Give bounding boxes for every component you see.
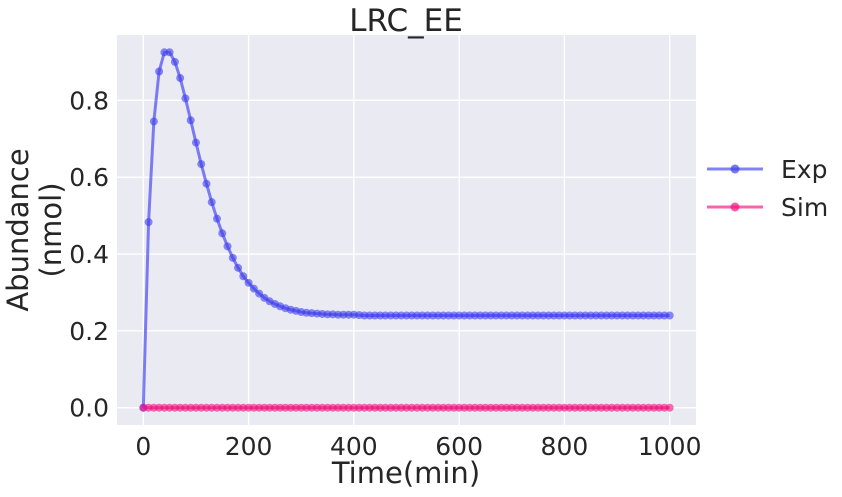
data-point <box>207 198 216 207</box>
x-tick-labels: 0 200 400 600 800 1000 <box>135 432 701 461</box>
legend-swatch-marker <box>730 202 740 212</box>
y-tick-labels: 0.0 0.2 0.4 0.6 0.8 <box>69 86 109 422</box>
legend-item-exp: Exp <box>707 155 827 184</box>
x-tick-label: 600 <box>435 432 483 461</box>
y-axis-label-line2: (nmol) <box>34 182 68 277</box>
y-tick-label: 0.2 <box>69 317 109 346</box>
data-point <box>665 311 674 320</box>
x-tick-label: 1000 <box>638 432 702 461</box>
data-point <box>165 48 174 57</box>
legend-label: Sim <box>781 193 828 222</box>
data-point <box>191 138 200 147</box>
data-point <box>234 263 243 272</box>
data-point <box>186 116 195 125</box>
chart-title: LRC_EE <box>349 3 463 39</box>
x-tick-label: 200 <box>225 432 273 461</box>
y-axis-label-line1: Abundance <box>1 148 35 311</box>
data-point <box>144 218 153 227</box>
legend-label: Exp <box>781 155 827 184</box>
data-point <box>239 272 248 281</box>
legend-swatch-marker <box>730 164 740 174</box>
plot-background <box>117 35 696 425</box>
x-tick-label: 0 <box>135 432 151 461</box>
data-point <box>181 94 190 103</box>
data-point <box>170 57 179 66</box>
data-point <box>228 253 237 262</box>
x-tick-label: 400 <box>330 432 378 461</box>
data-point <box>244 278 253 287</box>
data-point <box>223 242 232 251</box>
y-tick-label: 0.0 <box>69 394 109 423</box>
y-tick-label: 0.4 <box>69 240 109 269</box>
data-point <box>202 179 211 188</box>
legend: Exp Sim <box>707 155 828 222</box>
data-point <box>149 117 158 126</box>
data-point <box>197 160 206 169</box>
y-axis-label: Abundance (nmol) <box>1 148 68 311</box>
x-tick-label: 800 <box>541 432 589 461</box>
data-point <box>176 74 185 83</box>
data-point <box>665 403 674 412</box>
data-point <box>213 214 222 223</box>
data-point <box>249 284 258 293</box>
series-layer <box>139 48 674 412</box>
data-point <box>218 229 227 238</box>
data-point <box>155 67 164 76</box>
x-axis-label: Time(min) <box>331 456 480 490</box>
series-sim <box>139 403 674 412</box>
legend-item-sim: Sim <box>707 193 828 222</box>
y-tick-label: 0.8 <box>69 86 109 115</box>
y-tick-label: 0.6 <box>69 163 109 192</box>
